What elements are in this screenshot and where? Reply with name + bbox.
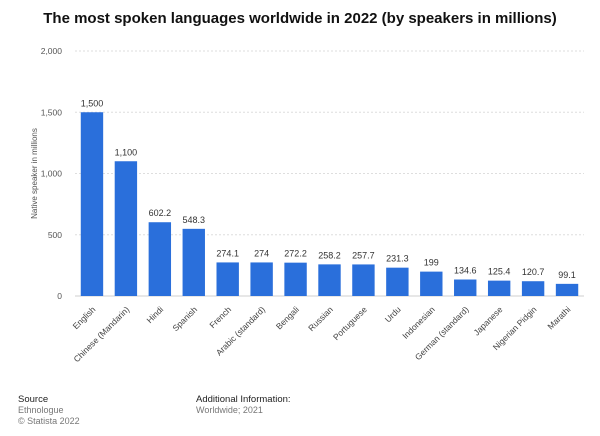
chart-title: The most spoken languages worldwide in 2… — [43, 10, 557, 27]
y-tick-label: 2,000 — [41, 46, 63, 56]
source-block: Source Ethnologue © Statista 2022 — [18, 394, 80, 427]
data-label: 199 — [424, 258, 439, 268]
data-label: 231.3 — [386, 254, 409, 264]
data-label: 258.2 — [318, 250, 341, 260]
data-label: 99.1 — [558, 270, 576, 280]
data-label: 272.2 — [284, 249, 307, 259]
data-label: 274 — [254, 248, 269, 258]
bar — [352, 264, 375, 296]
data-label: 1,500 — [81, 98, 104, 108]
x-tick-label: Urdu — [383, 304, 403, 324]
bar — [487, 280, 511, 296]
bar — [521, 281, 545, 296]
data-label: 602.2 — [149, 208, 172, 218]
bar — [386, 267, 409, 296]
bar — [420, 271, 443, 296]
additional-info-heading: Additional Information: — [196, 394, 291, 405]
bar — [555, 283, 579, 296]
data-label: 257.7 — [352, 250, 375, 260]
y-tick-label: 0 — [57, 291, 62, 301]
bar — [216, 262, 239, 296]
x-tick-label: Japanese — [471, 304, 504, 337]
x-tick-label: Marathi — [545, 304, 572, 331]
x-tick-label: Hindi — [144, 304, 165, 325]
data-label: 1,100 — [115, 147, 138, 157]
y-tick-label: 1,000 — [41, 169, 63, 179]
bar — [114, 161, 138, 296]
bar — [454, 279, 477, 296]
y-axis-label: Native speaker in millions — [30, 128, 39, 219]
x-tick-label: Spanish — [170, 304, 199, 333]
x-tick-label: English — [71, 304, 98, 331]
data-label: 134.6 — [454, 266, 477, 276]
y-tick-label: 1,500 — [41, 107, 63, 117]
data-label: 120.7 — [522, 267, 545, 277]
y-tick-label: 500 — [48, 230, 62, 240]
x-tick-label: Bengali — [274, 304, 301, 331]
bar — [284, 262, 307, 296]
source-heading: Source — [18, 394, 49, 405]
additional-info-block: Additional Information: Worldwide; 2021 — [196, 394, 291, 416]
x-tick-label: Portuguese — [331, 304, 369, 342]
data-label: 548.3 — [183, 215, 206, 225]
data-label: 274.1 — [216, 248, 239, 258]
bar — [182, 228, 205, 296]
bar — [250, 262, 273, 296]
bar — [80, 112, 104, 296]
bar — [148, 222, 172, 296]
data-label: 125.4 — [488, 267, 511, 277]
x-tick-label: Russian — [306, 304, 335, 333]
source-line: Ethnologue — [18, 405, 64, 415]
bar — [318, 264, 341, 296]
additional-info-line: Worldwide; 2021 — [196, 405, 263, 415]
x-tick-label: French — [207, 304, 233, 330]
copyright-line: © Statista 2022 — [18, 416, 80, 426]
